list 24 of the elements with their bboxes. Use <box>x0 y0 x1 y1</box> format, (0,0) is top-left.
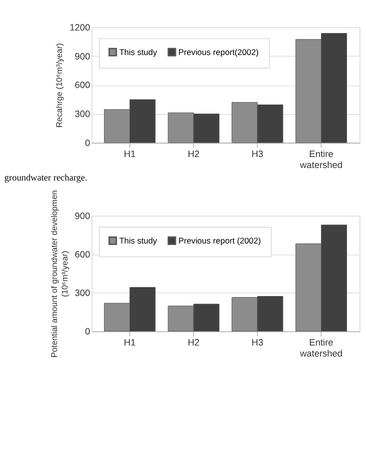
legend-label: This study <box>119 46 158 57</box>
y-axis-title: Recahrge (10⁶m³/year) <box>54 42 64 128</box>
y-tick-label: 900 <box>74 51 90 62</box>
y-tick-label: 600 <box>74 249 90 260</box>
x-tick-label: Entire watershed <box>298 149 343 170</box>
y-tick-label: 300 <box>74 288 90 298</box>
y-tick-label: 0 <box>84 326 90 336</box>
legend-label: This study <box>119 235 158 246</box>
y-tick-label: 300 <box>74 109 90 120</box>
legend-label: Previous report (2002) <box>178 235 262 246</box>
y-tick-label: 600 <box>74 80 90 90</box>
y-tick-label: 0 <box>84 138 90 148</box>
legend-label: Previous report(2002) <box>178 46 259 57</box>
x-tick-label: Entire watershed <box>298 338 343 359</box>
x-tick-label: H2 <box>188 338 200 348</box>
text: groundwater recharge. <box>4 172 88 183</box>
x-tick-label: H2 <box>188 149 200 159</box>
y-axis-title: Potential amount of groundwater developmen (10⁶m³/year) <box>49 190 70 358</box>
x-tick-label: H1 <box>124 149 136 159</box>
x-tick-label: H3 <box>252 149 264 159</box>
x-tick-label: H1 <box>124 338 136 348</box>
y-tick-label: 900 <box>74 210 90 221</box>
x-tick-label: H3 <box>252 338 264 348</box>
y-tick-label: 1200 <box>70 22 90 32</box>
